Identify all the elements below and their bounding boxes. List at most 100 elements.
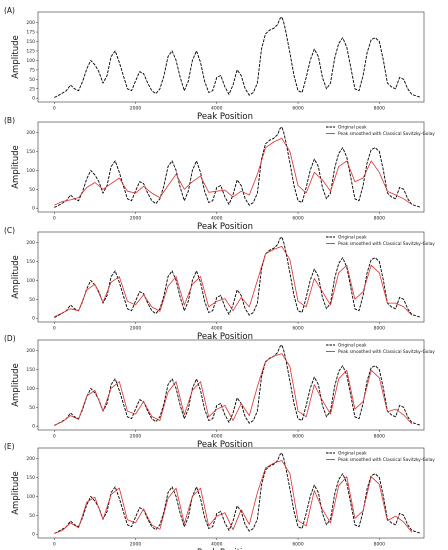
panel-label: (A)	[4, 6, 15, 15]
y-tick-label: 100	[26, 278, 35, 284]
x-tick-label: 6000	[292, 326, 304, 332]
y-tick-label: 100	[26, 58, 35, 64]
smoothed-peak-line	[54, 353, 413, 426]
x-tick-label: 0	[53, 434, 56, 440]
original-peak-line	[54, 16, 421, 98]
panel-label: (E)	[4, 442, 15, 451]
panel-label: (B)	[4, 116, 15, 125]
x-axis-label: Peak Position	[197, 548, 253, 550]
y-axis-label: Amplitude	[11, 363, 21, 407]
y-tick-label: 100	[26, 168, 35, 174]
x-tick-label: 6000	[292, 542, 304, 548]
x-tick-label: 2000	[130, 216, 142, 222]
x-tick-label: 4000	[211, 326, 223, 332]
x-tick-label: 2000	[130, 326, 142, 332]
y-tick-label: 0	[32, 532, 35, 538]
y-tick-label: 0	[32, 316, 35, 322]
y-tick-label: 75	[29, 67, 35, 73]
y-tick-label: 100	[26, 494, 35, 500]
y-tick-label: 150	[26, 39, 35, 45]
x-tick-label: 6000	[292, 434, 304, 440]
y-tick-label: 150	[26, 475, 35, 481]
y-tick-label: 150	[26, 259, 35, 265]
y-axis-label: Amplitude	[11, 145, 21, 189]
x-tick-label: 0	[53, 106, 56, 112]
original-peak-line	[54, 344, 421, 426]
y-tick-label: 200	[26, 348, 35, 354]
y-tick-label: 50	[29, 187, 35, 193]
panel-label: (D)	[4, 334, 16, 343]
y-tick-label: 50	[29, 297, 35, 303]
original-peak-line	[54, 452, 421, 534]
y-tick-label: 200	[26, 240, 35, 246]
y-tick-label: 50	[29, 77, 35, 83]
x-tick-label: 2000	[130, 542, 142, 548]
y-tick-label: 200	[26, 130, 35, 136]
x-axis-label: Peak Position	[197, 112, 253, 122]
smoothed-peak-line	[54, 246, 413, 318]
x-axis-label: Peak Position	[197, 332, 253, 342]
legend-entry: Peak smoothed with Classical Savitzky-Go…	[338, 241, 435, 247]
plot-frame	[37, 231, 425, 323]
x-tick-label: 8000	[374, 106, 386, 112]
y-axis-label: Amplitude	[11, 255, 21, 299]
x-tick-label: 0	[53, 326, 56, 332]
y-tick-label: 150	[26, 367, 35, 373]
x-axis-label: Peak Position	[197, 222, 253, 232]
y-axis-label: Amplitude	[11, 471, 21, 515]
x-axis-label: Peak Position	[197, 440, 253, 450]
x-tick-label: 8000	[374, 542, 386, 548]
plot-frame	[37, 339, 425, 431]
y-tick-label: 100	[26, 386, 35, 392]
x-tick-label: 4000	[211, 434, 223, 440]
y-tick-label: 200	[26, 20, 35, 26]
x-tick-label: 8000	[374, 326, 386, 332]
x-tick-label: 6000	[292, 216, 304, 222]
x-tick-label: 0	[53, 542, 56, 548]
y-tick-label: 150	[26, 149, 35, 155]
legend-entry: Peak smoothed with Classical Savitzky-Go…	[338, 131, 435, 137]
plot-frame	[37, 121, 425, 213]
legend-entry: Original peak	[338, 343, 367, 349]
y-axis-label: Amplitude	[11, 35, 21, 79]
plot-frame	[37, 447, 425, 539]
legend-entry: Peak smoothed with Classical Savitzky-Go…	[338, 457, 435, 463]
panel-label: (C)	[4, 226, 15, 235]
y-tick-label: 125	[26, 48, 35, 54]
x-tick-label: 6000	[292, 106, 304, 112]
x-tick-label: 2000	[130, 106, 142, 112]
legend-entry: Original peak	[338, 125, 367, 131]
y-tick-label: 175	[26, 30, 35, 36]
y-tick-label: 25	[29, 86, 35, 92]
x-tick-label: 4000	[211, 216, 223, 222]
y-tick-label: 0	[32, 206, 35, 212]
legend-entry: Original peak	[338, 235, 367, 241]
y-tick-label: 0	[32, 96, 35, 102]
smoothed-peak-line	[54, 137, 413, 206]
x-tick-label: 8000	[374, 434, 386, 440]
original-peak-line	[54, 126, 421, 208]
y-tick-label: 50	[29, 405, 35, 411]
x-tick-label: 4000	[211, 106, 223, 112]
smoothed-peak-line	[54, 460, 413, 534]
legend-entry: Peak smoothed with Classical Savitzky-Go…	[338, 349, 435, 355]
y-tick-label: 200	[26, 456, 35, 462]
x-tick-label: 0	[53, 216, 56, 222]
y-tick-label: 0	[32, 424, 35, 430]
y-tick-label: 50	[29, 513, 35, 519]
x-tick-label: 4000	[211, 542, 223, 548]
plot-frame	[37, 11, 425, 103]
x-tick-label: 2000	[130, 434, 142, 440]
x-tick-label: 8000	[374, 216, 386, 222]
original-peak-line	[54, 236, 421, 318]
